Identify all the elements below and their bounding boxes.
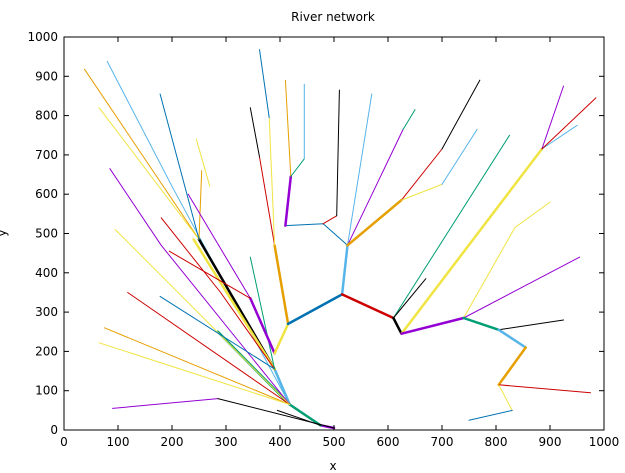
y-tick-label-200: 200 bbox=[35, 344, 58, 358]
x-tick-label-300: 300 bbox=[215, 435, 238, 449]
river-segment-49 bbox=[340, 293, 395, 320]
river-segment-15 bbox=[84, 68, 200, 240]
river-segment-9 bbox=[98, 342, 291, 405]
river-segment-10 bbox=[112, 398, 219, 409]
river-segment-28 bbox=[259, 156, 276, 246]
river-segment-46 bbox=[441, 79, 481, 150]
river-segment-26 bbox=[273, 322, 290, 355]
river-segment-59 bbox=[400, 316, 465, 335]
y-tick-label-300: 300 bbox=[35, 305, 58, 319]
river-segment-55 bbox=[541, 124, 578, 150]
x-tick-label-700: 700 bbox=[431, 435, 454, 449]
x-tick-label-600: 600 bbox=[377, 435, 400, 449]
river-segment-27 bbox=[273, 244, 290, 326]
river-segment-57 bbox=[463, 201, 551, 319]
river-segment-41 bbox=[347, 93, 373, 246]
river-segment-34 bbox=[284, 223, 348, 246]
river-segment-62 bbox=[497, 328, 527, 349]
x-axis-ticks: 0 100 200 300 400 500 600 700 800 900 1000 bbox=[60, 37, 619, 449]
x-tick-label-500: 500 bbox=[323, 435, 346, 449]
river-segment-22 bbox=[195, 138, 211, 187]
river-segment-21 bbox=[249, 256, 276, 370]
river-segment-25 bbox=[168, 250, 251, 299]
x-tick-label-1000: 1000 bbox=[589, 435, 620, 449]
river-segment-23 bbox=[249, 297, 276, 355]
river-segment-51 bbox=[392, 134, 510, 319]
river-segment-31 bbox=[259, 49, 270, 119]
river-segment-60 bbox=[462, 316, 500, 332]
river-segment-43 bbox=[402, 109, 416, 130]
y-tick-label-800: 800 bbox=[35, 109, 58, 123]
y-tick-label-0: 0 bbox=[50, 423, 58, 437]
river-segment-47 bbox=[401, 183, 443, 201]
y-tick-label-600: 600 bbox=[35, 187, 58, 201]
river-segment-35 bbox=[284, 175, 293, 227]
river-segment-56 bbox=[541, 97, 597, 150]
river-segment-39 bbox=[322, 215, 338, 225]
river-segment-42 bbox=[347, 128, 404, 246]
x-tick-label-200: 200 bbox=[161, 435, 184, 449]
river-segment-58 bbox=[463, 256, 581, 319]
river-segment-61 bbox=[498, 319, 564, 331]
river-segment-24 bbox=[187, 193, 251, 299]
river-segment-64 bbox=[498, 384, 591, 394]
river-segment-1 bbox=[288, 403, 322, 427]
river-segment-44 bbox=[346, 198, 403, 247]
river-segment-8 bbox=[104, 327, 291, 405]
river-segment-52 bbox=[392, 278, 427, 319]
river-segment-65 bbox=[498, 384, 513, 411]
y-axis-title: y bbox=[0, 229, 9, 236]
river-segment-32 bbox=[286, 293, 344, 326]
river-segments bbox=[84, 49, 597, 430]
river-segment-7 bbox=[127, 292, 291, 405]
river-segment-17 bbox=[198, 170, 203, 240]
river-segment-45 bbox=[401, 148, 443, 201]
river-segment-40 bbox=[336, 89, 340, 217]
x-tick-label-100: 100 bbox=[107, 435, 130, 449]
x-axis-title: x bbox=[329, 459, 336, 473]
river-segment-63 bbox=[497, 346, 527, 387]
river-segment-4 bbox=[106, 60, 291, 405]
river-segment-18 bbox=[159, 93, 200, 240]
river-segment-53 bbox=[400, 147, 544, 335]
river-segment-36 bbox=[284, 79, 292, 177]
river-segment-30 bbox=[268, 117, 276, 246]
river-segment-12 bbox=[276, 409, 321, 426]
y-tick-label-500: 500 bbox=[35, 227, 58, 241]
river-segment-50 bbox=[392, 316, 403, 335]
x-tick-label-0: 0 bbox=[60, 435, 68, 449]
river-segment-16 bbox=[98, 107, 200, 240]
y-axis-ticks: 0 100 200 300 400 500 600 700 800 900 1000 bbox=[27, 30, 604, 437]
river-segment-29 bbox=[249, 107, 260, 158]
x-tick-label-400: 400 bbox=[269, 435, 292, 449]
y-tick-label-1000: 1000 bbox=[27, 30, 58, 44]
x-tick-label-900: 900 bbox=[539, 435, 562, 449]
y-tick-label-400: 400 bbox=[35, 266, 58, 280]
river-segment-2 bbox=[273, 367, 291, 406]
river-segment-48 bbox=[441, 128, 478, 185]
y-tick-label-100: 100 bbox=[35, 384, 58, 398]
river-segment-20 bbox=[159, 295, 276, 370]
y-tick-label-900: 900 bbox=[35, 69, 58, 83]
chart-title: River network bbox=[291, 10, 375, 24]
y-tick-label-700: 700 bbox=[35, 148, 58, 162]
river-segment-14 bbox=[192, 238, 276, 371]
river-segment-19 bbox=[160, 217, 276, 370]
river-segment-6 bbox=[114, 229, 291, 405]
river-segment-54 bbox=[541, 85, 564, 150]
river-segment-33 bbox=[340, 244, 349, 296]
river-segment-5 bbox=[109, 168, 291, 405]
x-tick-label-800: 800 bbox=[485, 435, 508, 449]
river-segment-66 bbox=[468, 409, 513, 421]
river-segment-37 bbox=[290, 158, 305, 177]
